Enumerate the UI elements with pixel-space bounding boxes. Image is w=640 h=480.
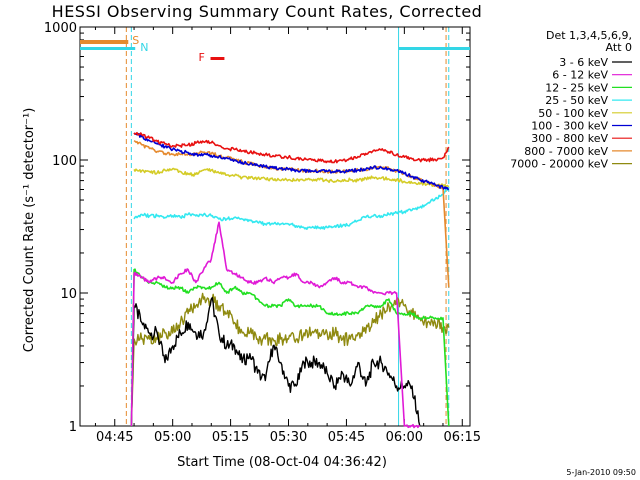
legend-label: 100 - 300 keV — [531, 120, 608, 133]
legend-label: 50 - 100 keV — [538, 107, 608, 120]
footer-date: 5-Jan-2010 09:50 — [566, 468, 636, 477]
flag-f-bar — [210, 57, 225, 60]
x-axis-label: Start Time (08-Oct-04 04:36:42) — [177, 455, 387, 470]
flag-n-label: N — [140, 41, 148, 54]
flag-bars: SN F — [80, 34, 470, 64]
series-line — [133, 186, 450, 230]
series-line — [130, 221, 420, 429]
series-line — [130, 292, 450, 427]
y-axis-label: Corrected Count Rate (s⁻¹ detector⁻¹) — [22, 108, 37, 353]
legend-header-line2: Att 0 — [606, 41, 632, 54]
attenuator-lines — [125, 27, 450, 426]
flag-n-bar — [80, 47, 136, 50]
y-tick-label: 100 — [52, 154, 77, 169]
series-line — [133, 131, 450, 164]
legend-header-line1: Det 1,3,4,5,6,9, — [546, 29, 632, 42]
y-tick-label: 1000 — [44, 21, 77, 36]
flag-s-label: S — [132, 34, 139, 47]
series-line — [133, 132, 449, 191]
x-tick-label: 04:45 — [96, 430, 133, 445]
legend-label: 25 - 50 keV — [545, 94, 608, 107]
x-tick-label: 06:00 — [386, 430, 423, 445]
x-tick-label: 06:15 — [444, 430, 481, 445]
flag-n-bar — [398, 47, 470, 50]
legend-label: 300 - 800 keV — [531, 132, 608, 145]
x-tick-label: 05:30 — [270, 430, 307, 445]
series-line — [133, 167, 450, 188]
legend-label: 3 - 6 keV — [559, 56, 608, 69]
series-group — [130, 131, 450, 429]
y-tick-label: 10 — [60, 287, 77, 302]
y-tick-label: 1 — [69, 420, 77, 435]
legend-label: 7000 - 20000 keV — [510, 158, 608, 171]
y-axis: 1 10 100 1000 — [44, 21, 470, 435]
plot-frame — [79, 26, 471, 427]
x-tick-label: 05:00 — [154, 430, 191, 445]
series-line — [130, 296, 421, 427]
x-tick-label: 05:15 — [212, 430, 249, 445]
legend-label: 6 - 12 keV — [552, 69, 608, 82]
flag-f-label: F — [199, 51, 205, 64]
x-tick-label: 05:45 — [328, 430, 365, 445]
flag-s-bar — [80, 40, 129, 44]
chart-title: HESSI Observing Summary Count Rates, Cor… — [52, 2, 483, 21]
legend-label: 12 - 25 keV — [545, 81, 608, 94]
series-line — [133, 139, 450, 288]
legend-label: 800 - 7000 keV — [524, 145, 608, 158]
series-line — [130, 268, 450, 427]
